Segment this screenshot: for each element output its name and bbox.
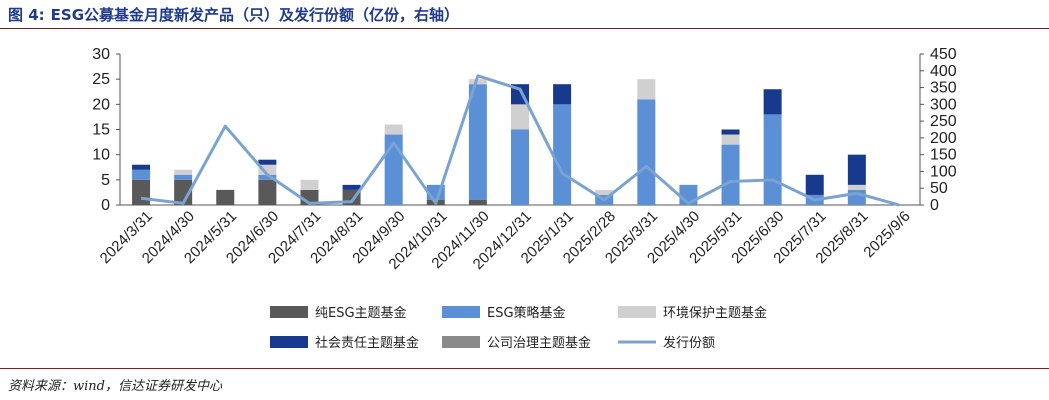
bar-segment: [216, 189, 235, 205]
y2-tick-label: 300: [930, 96, 957, 113]
issuance-line: [140, 74, 900, 207]
y2-tick-label: 400: [930, 63, 957, 80]
y2-tick-label: 200: [930, 130, 957, 147]
bar-segment: [805, 174, 824, 195]
bar-segment: [174, 179, 193, 205]
legend-label: 社会责任主题基金: [315, 335, 419, 351]
y-tick-label: 20: [92, 96, 110, 113]
bar-segment: [511, 104, 529, 130]
bar-segment: [258, 159, 277, 165]
bar-segment: [595, 189, 614, 195]
figure-title: 图 4: ESG公募基金月度新发产品（只）及发行份额（亿份，右轴）: [8, 4, 459, 25]
bar-segment: [132, 169, 151, 180]
bar-segment: [258, 164, 277, 175]
bar-segment: [468, 199, 487, 205]
bars: [132, 79, 866, 205]
top-rule: [0, 28, 1049, 29]
combo-chart: 051015202530050100150200250300350400450 …: [92, 46, 957, 351]
y-tick-label: 10: [92, 147, 110, 164]
legend-swatch: [618, 306, 656, 318]
y-tick-label: 0: [101, 197, 110, 214]
y2-tick-label: 250: [930, 113, 957, 130]
bar-segment: [721, 144, 740, 205]
bar-segment: [258, 179, 277, 205]
figure-label: 图 4:: [8, 6, 45, 24]
legend-swatch: [442, 306, 480, 318]
y-tick-label: 30: [92, 46, 110, 63]
legend-label: ESG策略基金: [487, 305, 566, 321]
bar-segment: [174, 174, 193, 180]
bar-segment: [637, 99, 656, 205]
bar-segment: [763, 89, 782, 115]
bar-segment: [384, 134, 403, 205]
legend-label: 纯ESG主题基金: [315, 305, 407, 321]
bar-segment: [847, 184, 866, 190]
bottom-rule: [0, 368, 1049, 369]
legend-label: 发行份额: [663, 335, 715, 351]
legend-swatch: [270, 306, 308, 318]
y-tick-label: 25: [92, 71, 110, 88]
bar-segment: [763, 114, 782, 205]
bar-segment: [468, 84, 487, 200]
bar-segment: [384, 124, 403, 135]
bar-segment: [553, 84, 572, 105]
bar-segment: [637, 79, 656, 100]
y2-tick-label: 450: [930, 46, 957, 63]
y-tick-label: 15: [92, 122, 110, 139]
bar-segment: [132, 164, 151, 170]
bar-segment: [721, 134, 740, 145]
legend-label: 环境保护主题基金: [663, 305, 767, 321]
y2-tick-label: 50: [930, 180, 948, 197]
bar-segment: [553, 104, 572, 205]
source-note: 资料来源：wind，信达证券研发中心: [8, 379, 222, 394]
bar-segment: [300, 179, 319, 190]
figure-title-text: ESG公募基金月度新发产品（只）及发行份额（亿份，右轴）: [50, 6, 460, 24]
bar-segment: [342, 184, 361, 190]
bar-segment: [258, 174, 277, 180]
bar-segment: [132, 179, 151, 205]
x-tick-label: 2025/9/6: [860, 208, 913, 261]
y-tick-label: 5: [101, 172, 110, 189]
legend-swatch: [270, 336, 308, 348]
bar-segment: [174, 169, 193, 175]
y2-tick-label: 0: [930, 197, 939, 214]
legend-swatch: [442, 336, 480, 348]
x-tick-labels: 2024/3/312024/4/302024/5/312024/6/302024…: [97, 208, 914, 273]
y2-tick-label: 150: [930, 147, 957, 164]
bar-segment: [721, 129, 740, 135]
bar-segment: [511, 129, 529, 205]
y2-tick-label: 350: [930, 80, 957, 97]
bar-segment: [847, 154, 866, 185]
bar-segment: [468, 79, 487, 85]
legend-label: 公司治理主题基金: [487, 335, 591, 351]
y2-tick-label: 100: [930, 163, 957, 180]
